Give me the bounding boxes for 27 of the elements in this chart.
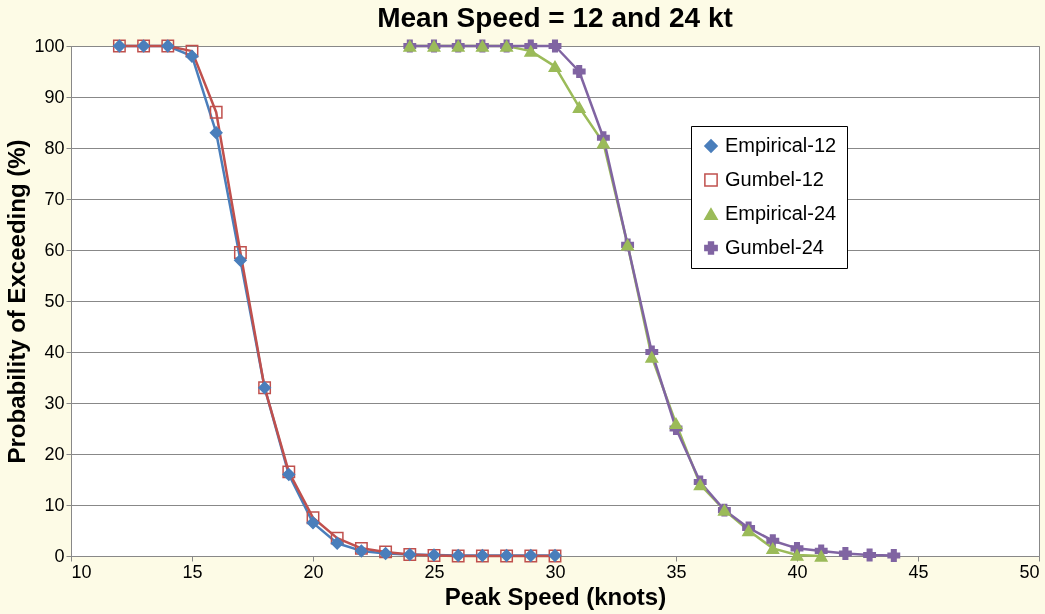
x-tick-label: 50 <box>1019 561 1040 582</box>
x-tick-label: 45 <box>908 561 929 582</box>
x-tick-label: 40 <box>787 561 808 582</box>
legend-label: Gumbel-12 <box>725 168 824 190</box>
legend-label: Empirical-12 <box>725 134 837 156</box>
x-tick-label: 20 <box>303 561 324 582</box>
y-tick-label: 0 <box>54 545 65 566</box>
y-tick-label: 80 <box>44 137 65 158</box>
legend-label: Gumbel-24 <box>725 236 824 258</box>
y-tick-label: 60 <box>44 239 65 260</box>
x-tick-label: 15 <box>182 561 203 582</box>
y-tick-label: 50 <box>44 290 65 311</box>
y-tick-label: 40 <box>44 341 65 362</box>
chart-title: Mean Speed = 12 and 24 kt <box>377 2 733 33</box>
y-tick-label: 10 <box>44 494 65 515</box>
x-axis-title: Peak Speed (knots) <box>444 582 667 610</box>
x-tick-label: 30 <box>545 561 566 582</box>
y-tick-label: 30 <box>44 392 65 413</box>
x-tick-label: 35 <box>666 561 687 582</box>
x-tick-label: 10 <box>71 561 92 582</box>
y-tick-label: 100 <box>34 35 65 56</box>
y-tick-label: 70 <box>44 188 65 209</box>
legend-label: Empirical-24 <box>725 202 837 224</box>
y-axis-title: Probability of Exceeding (%) <box>3 139 31 464</box>
y-tick-label: 20 <box>44 443 65 464</box>
x-tick-label: 25 <box>424 561 445 582</box>
y-tick-label: 90 <box>44 86 65 107</box>
